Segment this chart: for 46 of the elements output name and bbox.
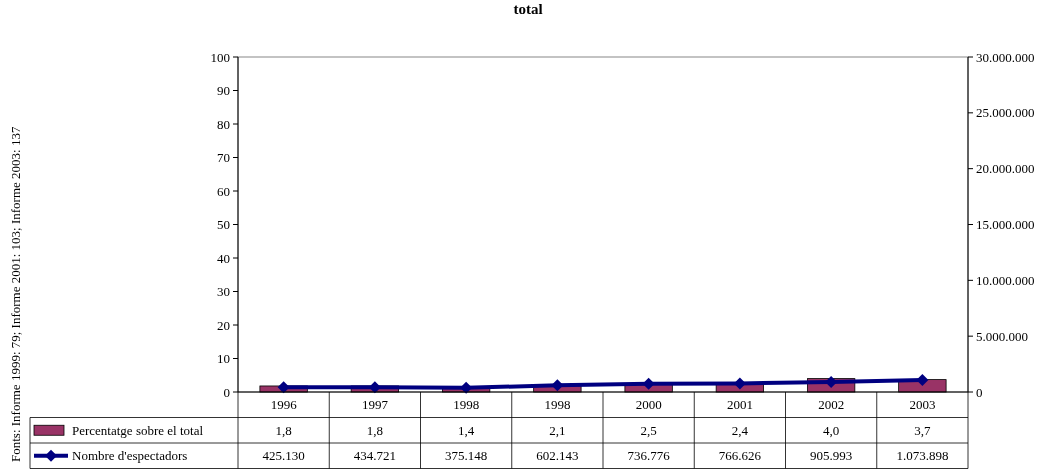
data-label: 766.626 [718,448,762,464]
x-tick-label: 1998 [544,397,571,413]
data-label: 2,5 [640,422,657,438]
data-label: 1.073.898 [896,448,949,464]
data-label: 4,0 [823,422,840,438]
y-tick-label: 10 [217,351,230,367]
legend-label: Nombre d'espectadors [72,448,188,464]
y2-tick-label: 0 [976,384,983,400]
data-label: 2,1 [549,422,566,438]
text: Fonts: Informe 1999: 79; Informe 2001: 103; Informe 2003: 137 [8,126,23,462]
x-tick-label: 2000 [635,397,662,413]
y-tick-label: 70 [217,150,230,166]
y2-tick-label: 10.000.000 [976,272,1035,288]
y-tick-label: 100 [210,49,230,65]
y-tick-label: 0 [223,384,230,400]
x-tick-label: 1997 [361,397,389,413]
y2-tick-label: 5.000.000 [976,328,1028,344]
y-tick-label: 80 [217,116,230,132]
x-tick-label: 2002 [818,397,845,413]
y2-tick-label: 20.000.000 [976,161,1035,177]
x-tick-label: 1996 [270,397,298,413]
data-label: 1,8 [366,422,383,438]
data-label: 434.721 [353,448,396,464]
y-tick-label: 40 [217,250,230,266]
data-label: 1,8 [275,422,292,438]
data-label: 3,7 [914,422,931,438]
data-label: 602.143 [536,448,579,464]
x-tick-label: 2001 [726,397,753,413]
data-label: 905.993 [810,448,853,464]
x-tick-label: 2003 [909,397,936,413]
data-label: 1,4 [458,422,475,438]
y-tick-label: 30 [217,284,230,300]
y-tick-label: 50 [217,217,230,233]
y2-tick-label: 30.000.000 [976,49,1035,65]
data-label: 736.776 [627,448,671,464]
y2-tick-label: 15.000.000 [976,217,1035,233]
y-tick-label: 90 [217,83,230,99]
data-label: 2,4 [731,422,749,438]
x-tick-label: 1998 [453,397,480,413]
y-tick-label: 60 [217,183,230,199]
data-label: 425.130 [262,448,305,464]
legend-label: Percentatge sobre el total [72,422,204,438]
y2-tick-label: 25.000.000 [976,105,1035,121]
chart-title: total [513,1,543,17]
y-tick-label: 20 [217,317,230,333]
data-label: 375.148 [445,448,488,464]
